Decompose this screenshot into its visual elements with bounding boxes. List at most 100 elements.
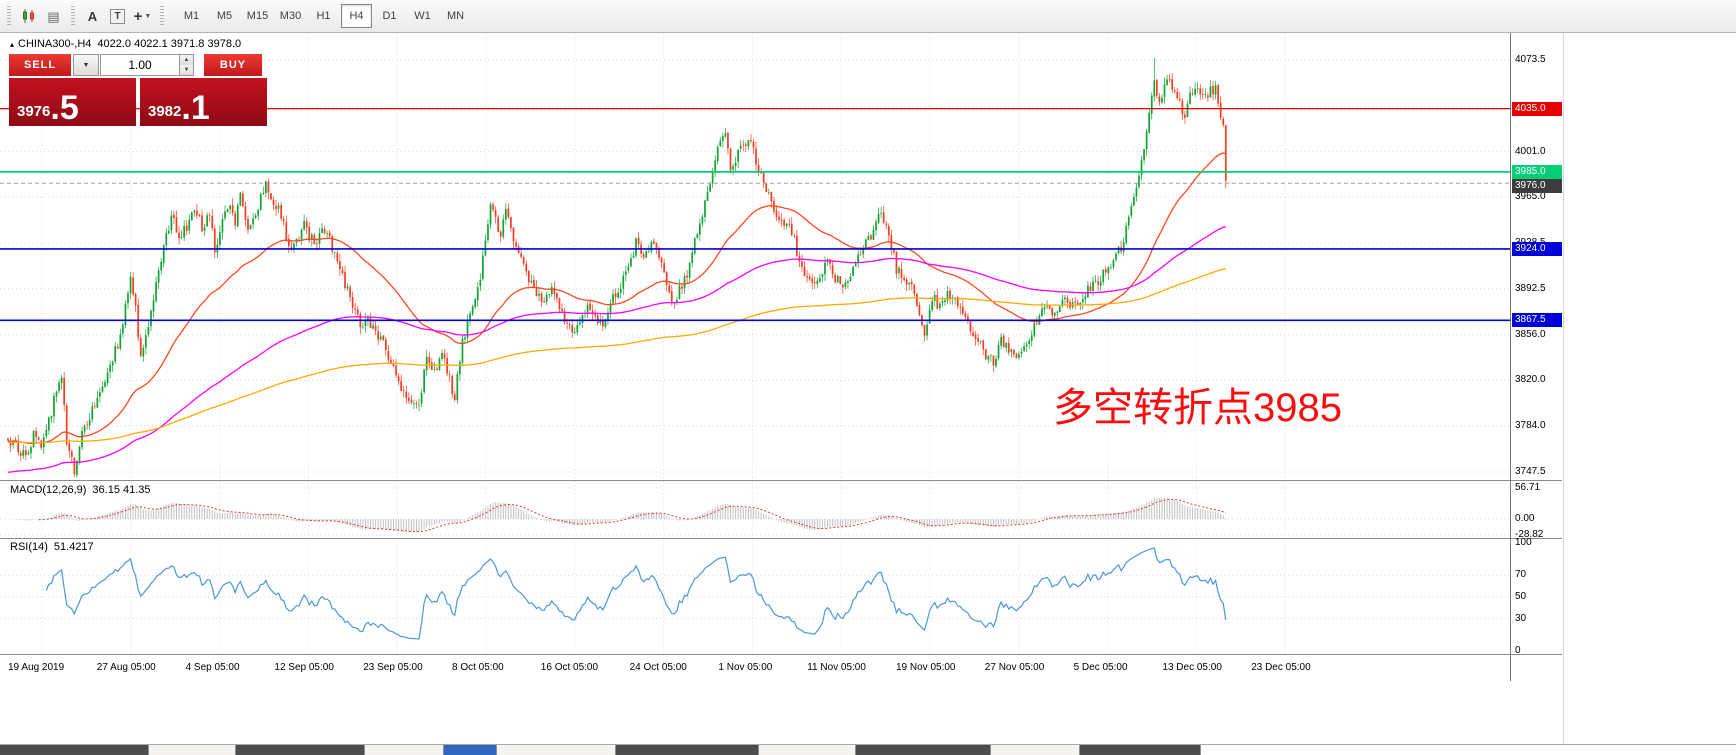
letter-a-icon: A <box>87 8 98 24</box>
price-badge-3924.0: 3924.0 <box>1512 241 1562 256</box>
price-badge-3985.0: 3985.0 <box>1512 164 1562 179</box>
bottom-strip-segment[interactable] <box>856 745 991 755</box>
sell-price-base: 3976 <box>17 103 51 120</box>
volume-dropdown[interactable]: ▼ <box>73 54 99 76</box>
triangle-icon: ▴ <box>10 40 15 49</box>
price-axis-label: 3965.0 <box>1515 191 1546 203</box>
bottom-strip-segment[interactable] <box>236 745 365 755</box>
bottom-strip-segment[interactable] <box>365 745 444 755</box>
bottom-tab-strip[interactable] <box>0 744 1736 755</box>
bottom-strip-segment[interactable] <box>149 745 236 755</box>
rsi-value: 51.4217 <box>53 541 94 553</box>
indicator-list-button[interactable]: ▤ <box>41 4 66 28</box>
timeframe-button-m15[interactable]: M15 <box>246 10 269 22</box>
timeframe-button-m30[interactable]: M30 <box>279 10 302 22</box>
time-axis-label: 23 Sep 05:00 <box>363 662 423 673</box>
sell-price-fraction: .5 <box>50 89 79 128</box>
buy-price-base: 3982 <box>148 103 182 120</box>
buy-price-display[interactable]: 3982 .1 <box>140 78 267 126</box>
rsi-title: RSI(14) <box>10 541 48 553</box>
textbox-button[interactable]: T <box>105 4 130 28</box>
symbol-header: ▴ CHINA300-,H4 4022.0 4022.1 3971.8 3978.0 <box>10 38 241 50</box>
price-badge-3867.5: 3867.5 <box>1512 313 1562 328</box>
volume-stepper[interactable]: ▲ ▼ <box>180 54 194 76</box>
timeframe-button-w1[interactable]: W1 <box>414 10 431 22</box>
grid-icon: ▤ <box>47 8 60 24</box>
stepper-up-icon[interactable]: ▲ <box>180 55 193 65</box>
timeframe-button-h4[interactable]: H4 <box>341 4 372 28</box>
price-axis[interactable]: 4073.54001.03965.03928.53892.53856.03820… <box>1510 33 1563 681</box>
candlestick-chart-button[interactable] <box>16 4 41 28</box>
rsi-panel-label: RSI(14) 51.4217 <box>10 541 94 553</box>
time-axis-label: 8 Oct 05:00 <box>452 662 504 673</box>
timeframe-group: M1 M5 M15 M30 H1 H4 D1 W1 MN <box>175 4 472 28</box>
timeframe-button-m1[interactable]: M1 <box>183 10 200 22</box>
macd-title: MACD(12,26,9) <box>10 484 87 496</box>
dropdown-arrow-icon: ▼ <box>82 61 90 69</box>
macd-axis-label: 0.00 <box>1515 513 1535 525</box>
time-axis[interactable]: 19 Aug 2019 27 Aug 05:00 4 Sep 05:00 12 Sep… <box>0 655 1510 681</box>
text-label-button[interactable]: A <box>80 4 105 28</box>
price-axis-label: 3892.5 <box>1515 282 1546 294</box>
timeframe-button-mn[interactable]: MN <box>446 10 465 22</box>
price-axis-label: 3856.0 <box>1515 328 1546 340</box>
crosshair-button[interactable]: + ▼ <box>130 4 155 28</box>
crosshair-icon: + <box>133 7 143 25</box>
price-axis-label: 4001.0 <box>1515 145 1546 157</box>
rsi-axis-label: 50 <box>1515 591 1527 602</box>
chart-canvas[interactable] <box>0 33 1562 681</box>
ohlc-values: 4022.0 4022.1 3971.8 3978.0 <box>97 38 242 50</box>
time-axis-label: 24 Oct 05:00 <box>629 662 687 673</box>
price-axis-label: 4073.5 <box>1515 54 1546 65</box>
sell-button[interactable]: SELL <box>9 54 71 76</box>
time-axis-label: 27 Aug 05:00 <box>96 662 156 673</box>
bottom-strip-segment[interactable] <box>1080 745 1201 755</box>
symbol-name: CHINA300-,H4 <box>18 38 92 50</box>
one-click-trading-panel: SELL ▼ ▲ ▼ BUY 3976 .5 3982 .1 <box>9 54 267 126</box>
price-badge-3976.0: 3976.0 <box>1512 179 1562 194</box>
time-axis-label: 13 Dec 05:00 <box>1162 662 1222 673</box>
bottom-strip-segment[interactable] <box>759 745 856 755</box>
time-axis-label: 11 Nov 05:00 <box>807 662 866 673</box>
time-axis-label: 19 Aug 2019 <box>8 662 65 673</box>
letter-t-icon: T <box>110 8 125 24</box>
toolbar-grip[interactable] <box>160 6 164 26</box>
rsi-axis-label: 0 <box>1515 645 1521 656</box>
price-axis-label: 3820.0 <box>1515 374 1546 386</box>
time-axis-label: 19 Nov 05:00 <box>896 662 956 673</box>
volume-input[interactable] <box>100 54 180 76</box>
timeframe-button-h1[interactable]: H1 <box>316 10 331 22</box>
dropdown-arrow-icon: ▼ <box>144 12 152 20</box>
timeframe-button-d1[interactable]: D1 <box>382 10 397 22</box>
time-axis-label: 12 Sep 05:00 <box>274 662 334 673</box>
time-axis-label: 4 Sep 05:00 <box>185 662 240 673</box>
buy-button[interactable]: BUY <box>204 54 262 76</box>
chart-annotation-text: 多空转折点3985 <box>1053 386 1342 430</box>
bottom-strip-segment[interactable] <box>0 745 149 755</box>
time-axis-label: 23 Dec 05:00 <box>1251 662 1311 673</box>
stepper-down-icon[interactable]: ▼ <box>180 65 193 75</box>
rsi-axis-label: 70 <box>1515 569 1527 581</box>
time-axis-label: 5 Dec 05:00 <box>1073 662 1128 673</box>
sell-price-display[interactable]: 3976 .5 <box>9 78 136 126</box>
time-axis-label: 16 Oct 05:00 <box>540 662 599 673</box>
toolbar-grip[interactable] <box>71 6 75 26</box>
rsi-axis-label: 100 <box>1515 537 1532 548</box>
macd-panel-label: MACD(12,26,9) 36.15 41.35 <box>10 484 151 496</box>
bottom-strip-segment[interactable] <box>444 745 497 755</box>
price-badge-4035.0: 4035.0 <box>1512 101 1562 116</box>
toolbar-grip[interactable] <box>7 6 11 26</box>
timeframe-button-m5[interactable]: M5 <box>216 10 233 22</box>
macd-axis-label: -28.82 <box>1515 528 1544 540</box>
price-axis-label: 3747.5 <box>1515 465 1546 477</box>
time-axis-label: 1 Nov 05:00 <box>718 662 773 673</box>
bottom-strip-segment[interactable] <box>991 745 1080 755</box>
chart-window[interactable]: ▴ CHINA300-,H4 4022.0 4022.1 3971.8 3978.0… <box>0 33 1562 681</box>
bottom-strip-segment[interactable] <box>497 745 616 755</box>
bottom-strip-segment[interactable] <box>616 745 759 755</box>
rsi-axis-label: 30 <box>1515 612 1527 624</box>
toolbar: ▤ A T + ▼ M1 M5 M15 M30 H1 H4 D1 W1 MN <box>0 0 1736 33</box>
macd-axis-label: 56.71 <box>1515 481 1541 493</box>
buy-price-fraction: .1 <box>181 89 210 128</box>
